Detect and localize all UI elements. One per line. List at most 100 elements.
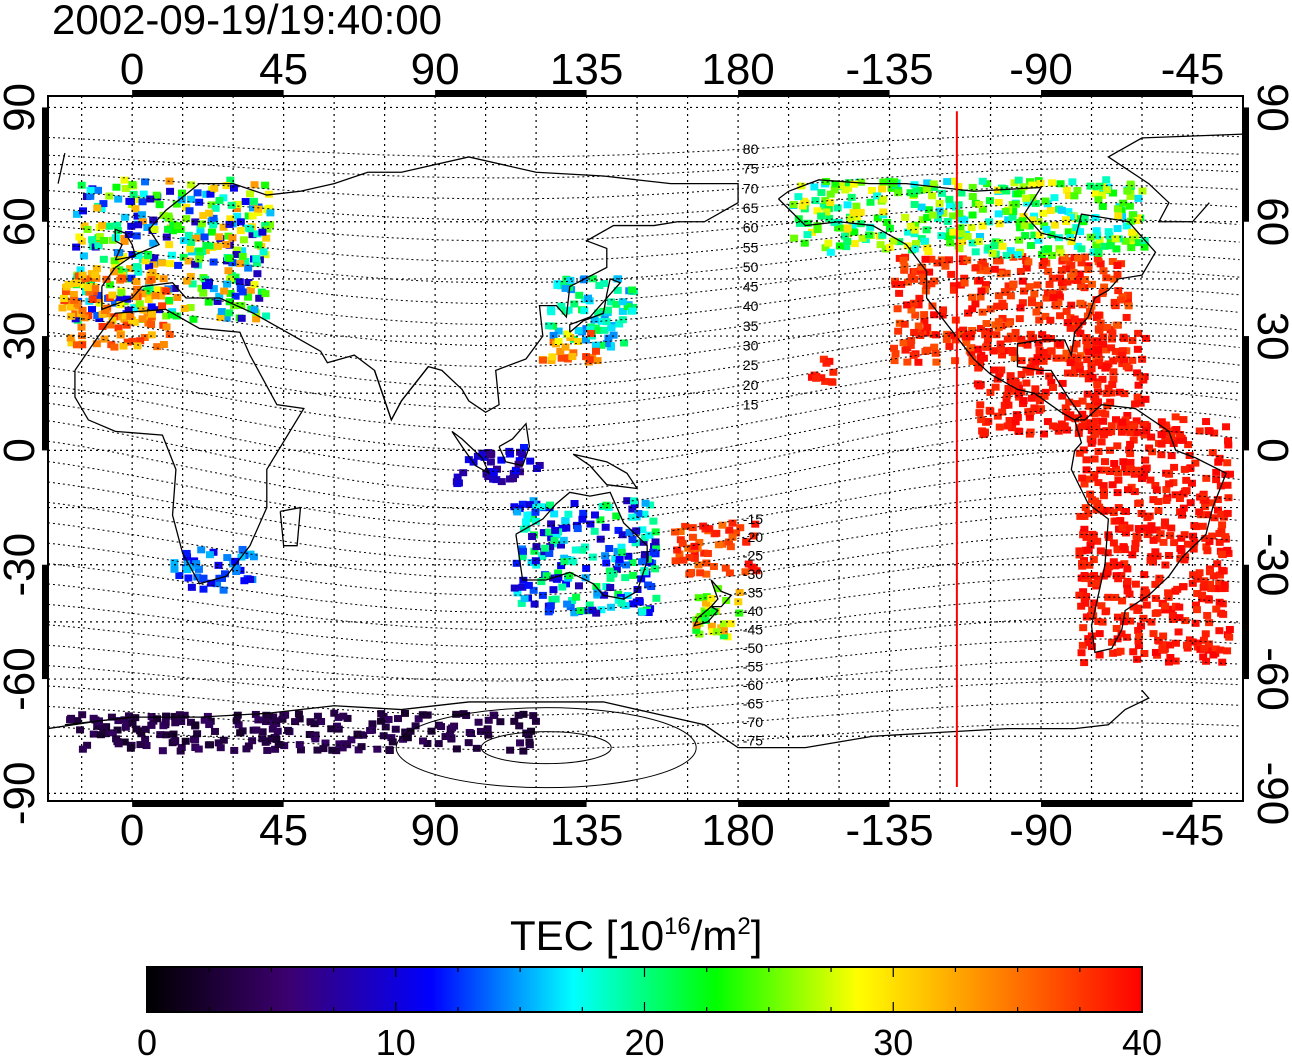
tec-cell bbox=[478, 449, 487, 457]
tec-cell bbox=[1002, 251, 1011, 259]
tec-cell bbox=[1142, 601, 1151, 609]
tec-cell bbox=[1128, 228, 1137, 236]
tec-cell bbox=[1137, 622, 1146, 630]
tec-cell bbox=[1201, 503, 1210, 511]
tec-cell bbox=[261, 221, 270, 229]
frame-tick-bar bbox=[738, 801, 890, 807]
tec-cell bbox=[702, 593, 711, 601]
tec-cell bbox=[595, 282, 604, 290]
tec-cell bbox=[1119, 333, 1128, 341]
tec-cell bbox=[1096, 466, 1105, 474]
tec-cell bbox=[525, 501, 534, 509]
tec-cell bbox=[1002, 269, 1011, 277]
tec-cell bbox=[1078, 562, 1087, 570]
tec-cell bbox=[126, 312, 135, 320]
tec-cell bbox=[176, 226, 185, 234]
coastline bbox=[515, 491, 648, 600]
tec-cell bbox=[602, 318, 611, 326]
tec-cell bbox=[252, 726, 261, 734]
tec-cell bbox=[237, 314, 246, 322]
tec-cell bbox=[900, 266, 909, 274]
tec-cell bbox=[527, 515, 536, 523]
tec-cell bbox=[339, 712, 348, 720]
tec-cell bbox=[604, 334, 613, 342]
tec-cell bbox=[638, 608, 647, 616]
tec-cell bbox=[1004, 320, 1013, 328]
tec-cell bbox=[741, 568, 750, 576]
tec-cell bbox=[582, 564, 591, 572]
tec-cell bbox=[1215, 454, 1224, 462]
tec-cell bbox=[142, 287, 151, 295]
tec-cell bbox=[214, 561, 223, 569]
tec-cell bbox=[1202, 418, 1211, 426]
tec-cell bbox=[1126, 192, 1135, 200]
tec-cell bbox=[214, 739, 223, 747]
tec-cell bbox=[221, 570, 230, 578]
tec-cell bbox=[1109, 649, 1118, 657]
tec-cell bbox=[1035, 346, 1044, 354]
tec-cell bbox=[268, 725, 277, 733]
tec-cell bbox=[377, 717, 386, 725]
tec-cell bbox=[1224, 437, 1233, 445]
tec-cell bbox=[910, 245, 919, 253]
tec-cell bbox=[608, 570, 617, 578]
tec-cell bbox=[1181, 617, 1190, 625]
tec-cell bbox=[895, 289, 904, 297]
tec-cell bbox=[210, 727, 219, 735]
tec-cell bbox=[977, 287, 986, 295]
tec-cell bbox=[1034, 339, 1043, 347]
tec-cell bbox=[1177, 547, 1186, 555]
tec-cell bbox=[580, 307, 589, 315]
tec-cell bbox=[833, 204, 842, 212]
magnetic-latitude-label: 40 bbox=[743, 298, 759, 314]
tec-cell bbox=[1165, 480, 1174, 488]
tec-cell bbox=[911, 221, 920, 229]
tec-cell bbox=[122, 295, 131, 303]
tec-cell bbox=[385, 746, 394, 754]
tec-cell bbox=[1091, 580, 1100, 588]
tec-cell bbox=[912, 187, 921, 195]
magnetic-latitude-label: 60 bbox=[743, 220, 759, 236]
tec-cell bbox=[244, 293, 253, 301]
tec-cell bbox=[585, 601, 594, 609]
tec-cell bbox=[72, 243, 81, 251]
tec-cell bbox=[187, 195, 196, 203]
tec-cell bbox=[1180, 465, 1189, 473]
tec-cell bbox=[343, 714, 352, 722]
tec-cell bbox=[978, 177, 987, 185]
tec-cell bbox=[225, 254, 234, 262]
tec-cell bbox=[1171, 413, 1180, 421]
tec-cell bbox=[1085, 561, 1094, 569]
tec-cell bbox=[594, 326, 603, 334]
tec-cell bbox=[1108, 381, 1117, 389]
tec-cell bbox=[510, 717, 519, 725]
tec-cell bbox=[172, 200, 181, 208]
tec-cell bbox=[1112, 465, 1121, 473]
tec-cell bbox=[1112, 517, 1121, 525]
tec-cell bbox=[562, 354, 571, 362]
tec-cell bbox=[1208, 449, 1217, 457]
magnetic-latitude-label: -75 bbox=[743, 732, 763, 748]
tec-cell bbox=[1211, 585, 1220, 593]
tec-cell bbox=[588, 553, 597, 561]
tec-cell bbox=[628, 559, 637, 567]
tec-cell bbox=[1156, 530, 1165, 538]
tec-cell bbox=[1141, 465, 1150, 473]
tec-cell bbox=[690, 554, 699, 562]
tec-cell bbox=[1152, 526, 1161, 534]
tec-cell bbox=[1105, 446, 1114, 454]
tec-cell bbox=[1002, 395, 1011, 403]
tec-cell bbox=[262, 312, 271, 320]
tec-cell bbox=[899, 339, 908, 347]
tec-cell bbox=[1083, 422, 1092, 430]
tec-cell bbox=[984, 335, 993, 343]
tec-cell bbox=[981, 281, 990, 289]
frame-tick-bar bbox=[132, 801, 284, 807]
tec-cell bbox=[1094, 196, 1103, 204]
tec-cell bbox=[199, 574, 208, 582]
tec-cell bbox=[1111, 416, 1120, 424]
tec-cell bbox=[105, 192, 114, 200]
tec-cell bbox=[609, 331, 618, 339]
tec-cell bbox=[114, 740, 123, 748]
tec-cell bbox=[1031, 385, 1040, 393]
